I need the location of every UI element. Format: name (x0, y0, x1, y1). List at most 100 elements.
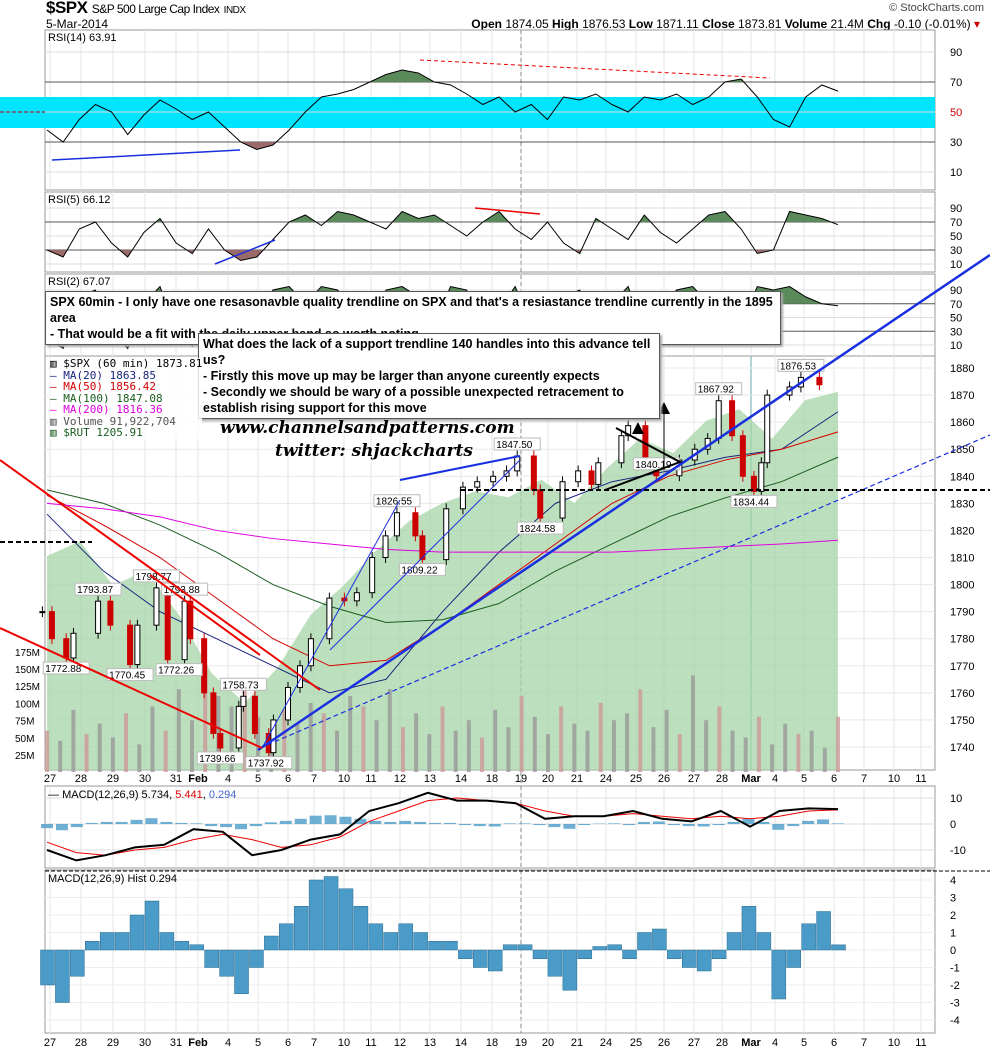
hist-bar (293, 906, 309, 951)
hist-tick-label: -3 (950, 998, 960, 1010)
volume-tick-label: 175M (15, 648, 40, 659)
macd-hist-bar (682, 824, 695, 827)
candle (750, 475, 757, 492)
price-x-tick: 6 (831, 773, 837, 785)
hist-bar (711, 949, 727, 959)
hist-bar (637, 932, 652, 951)
resistance-trendline (257, 253, 990, 752)
price-x-tick: 21 (571, 773, 583, 785)
rsi14-tick-label: 90 (950, 47, 962, 59)
hist-bar (473, 949, 488, 968)
volume-bar (559, 706, 564, 772)
volume-bar (809, 730, 814, 772)
macd-hist-bar (384, 821, 397, 824)
price-x-tick: 11 (915, 773, 926, 785)
price-x-tick: 6 (285, 773, 291, 785)
candle (419, 535, 426, 561)
chg-value: -0.10 (-0.01%) (893, 17, 971, 31)
volume-bar (677, 734, 682, 772)
macd-hist-bar (533, 824, 546, 826)
macd-hist-bar (414, 821, 427, 824)
hist-tick-label: 4 (950, 875, 956, 887)
macd-hist-bar (339, 816, 352, 824)
rsi2-tick-label: 90 (950, 285, 962, 297)
price-label: 1840.19 (635, 460, 672, 471)
ma100-line (46, 456, 839, 623)
red-trendline (0, 627, 263, 749)
volume-bar (717, 706, 722, 772)
price-label-box (516, 521, 564, 535)
volume-bar (374, 720, 379, 772)
rsi5-tick-label: 30 (950, 245, 962, 257)
legend-ma20: — MA(20) 1863.85 (50, 368, 156, 382)
volume-bar (242, 682, 247, 772)
volume-bar (770, 744, 775, 772)
macd-hist-bar (727, 821, 740, 824)
volume-bar (84, 734, 89, 772)
candle (382, 535, 389, 559)
support-trendline-dashed (259, 434, 990, 749)
candle (153, 587, 160, 626)
macd-hist-bar (667, 824, 680, 826)
hist-x-tick: Mar (741, 1037, 761, 1049)
price-label: 1876.53 (780, 361, 817, 372)
candle (618, 435, 625, 464)
macd-hist-bar (160, 821, 173, 824)
volume-bar (440, 706, 445, 772)
price-x-tick: 13 (424, 773, 436, 785)
annotation-line: - Firstly this move up may be larger tha… (203, 369, 600, 383)
legend-ma100: — MA(100) 1847.08 (50, 391, 163, 405)
candle (285, 686, 291, 721)
candle (474, 481, 481, 488)
macd-hist-bar (55, 824, 68, 831)
macd-hist-bar (220, 824, 233, 828)
price-tick-label: 1860 (950, 417, 974, 429)
hist-bar (562, 949, 578, 991)
volume-bar (176, 689, 181, 772)
macd-hist-bar (712, 824, 725, 826)
hist-x-tick: 11 (365, 1037, 376, 1049)
rsi5-tick-label: 50 (950, 231, 962, 243)
hist-bar (771, 949, 787, 1000)
hist-x-tick: 12 (394, 1037, 406, 1049)
red-trendline (149, 574, 261, 656)
price-x-tick: 10 (888, 773, 900, 785)
price-label-box (74, 582, 122, 596)
candle (187, 600, 194, 640)
price-x-tick: 29 (107, 773, 119, 785)
volume-bar (321, 713, 326, 772)
price-x-tick: 31 (170, 773, 182, 785)
hist-tick-label: 0 (950, 945, 956, 957)
macd-hist-bar (623, 824, 636, 826)
hist-x-tick: 11 (915, 1037, 926, 1049)
candle (181, 600, 188, 661)
macd-tick-label: 0 (950, 819, 956, 831)
price-x-tick: 7 (311, 773, 317, 785)
price-tick-label: 1790 (950, 607, 974, 619)
hist-x-tick: 14 (455, 1037, 467, 1049)
hist-bar (55, 949, 70, 1003)
high-label: High (552, 17, 579, 31)
candle (107, 600, 114, 626)
hist-bar (622, 949, 637, 959)
macd-tick-label: -10 (950, 845, 966, 857)
hist-x-tick: 13 (424, 1037, 436, 1049)
price-label-box (219, 677, 267, 691)
macd-hist-bar (742, 818, 755, 824)
price-x-tick: 30 (139, 773, 151, 785)
candle (70, 632, 77, 659)
hist-x-tick: 5 (801, 1037, 807, 1049)
volume-bar (743, 737, 748, 772)
price-label-box (196, 751, 244, 765)
hist-x-tick: 6 (831, 1037, 837, 1049)
hist-bar (264, 935, 279, 951)
price-x-tick: 27 (688, 773, 700, 785)
candle (588, 470, 595, 485)
hist-x-tick: 4 (225, 1037, 231, 1049)
macd-hist-bar (190, 823, 203, 824)
annotation-line: - Secondly we should be wary of a possib… (203, 385, 624, 399)
open-label: Open (471, 17, 502, 31)
volume-bar (255, 716, 260, 772)
legend-ma50-text: MA(50) 1856.42 (63, 380, 156, 393)
